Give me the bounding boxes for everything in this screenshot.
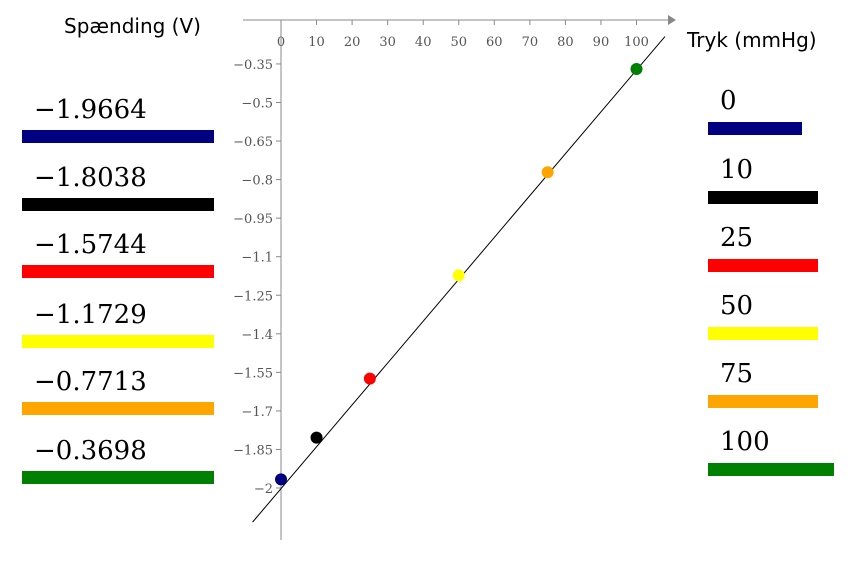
pressure-value: 0 — [720, 86, 737, 116]
data-point — [541, 166, 554, 179]
voltage-value: −1.5744 — [34, 230, 147, 260]
y-tick-label: −0.35 — [233, 58, 273, 73]
voltage-value: −0.7713 — [34, 367, 147, 397]
voltage-value: −1.1729 — [34, 300, 147, 330]
voltage-swatch — [22, 265, 214, 278]
x-tick-label: 90 — [593, 35, 610, 50]
pressure-swatch — [708, 395, 818, 408]
x-tick-label: 70 — [522, 35, 539, 50]
voltage-item: −0.7713 — [22, 367, 214, 415]
voltage-swatch — [22, 335, 214, 348]
x-axis-arrow — [668, 15, 676, 25]
pressure-value: 25 — [720, 223, 754, 253]
voltage-value: −1.9664 — [34, 95, 147, 125]
y-tick-label: −0.65 — [233, 135, 273, 150]
data-point — [630, 63, 643, 76]
data-point — [310, 431, 323, 444]
pressure-item: 100 — [708, 427, 834, 476]
x-tick-label: 80 — [557, 35, 574, 50]
points-group — [275, 63, 643, 486]
y-tick-label: −1.7 — [241, 405, 273, 420]
pressure-value: 100 — [720, 427, 770, 457]
x-tick-label: 10 — [308, 35, 325, 50]
pressure-swatch — [708, 259, 818, 272]
pressure-item: 75 — [708, 359, 818, 408]
y-tick-label: −0.5 — [241, 97, 273, 112]
data-point — [275, 473, 287, 486]
pressure-item: 10 — [708, 155, 818, 204]
y-tick-label: −2 — [254, 482, 273, 497]
voltage-swatch — [22, 471, 214, 484]
voltage-value: −1.8038 — [34, 163, 147, 193]
data-point — [363, 372, 376, 385]
x-tick-label: 20 — [344, 35, 361, 50]
voltage-swatch — [22, 198, 214, 211]
x-tick-label: 60 — [486, 35, 503, 50]
y-tick-label: −1.4 — [241, 328, 273, 343]
y-tick-label: −0.8 — [241, 174, 273, 189]
y-tick-label: −1.1 — [241, 251, 273, 266]
voltage-item: −1.5744 — [22, 230, 214, 278]
voltage-item: −0.3698 — [22, 436, 214, 484]
y-axis-title: Spænding (V) — [64, 14, 201, 38]
voltage-swatch — [22, 402, 214, 415]
pressure-value: 50 — [720, 291, 754, 321]
pressure-value: 10 — [720, 155, 754, 185]
y-tick-label: −1.85 — [233, 443, 273, 458]
y-tick-label: −1.55 — [233, 366, 273, 381]
pressure-swatch — [708, 122, 802, 135]
pressure-swatch — [708, 327, 818, 340]
voltage-item: −1.1729 — [22, 300, 214, 348]
x-tick-label: 40 — [415, 35, 432, 50]
axes: 0 10 20 30 40 50 60 70 80 90 100 −0.35 −0.5 −0.65 −0.8… — [233, 15, 676, 540]
pressure-item: 50 — [708, 291, 818, 340]
pressure-item: 0 — [708, 86, 802, 135]
x-tick-label: 30 — [379, 35, 396, 50]
pressure-swatch — [708, 191, 818, 204]
y-tick-label: −1.25 — [233, 289, 273, 304]
pressure-swatch — [708, 463, 834, 476]
pressure-value: 75 — [720, 359, 754, 389]
x-tick-label: 0 — [277, 35, 285, 50]
voltage-item: −1.8038 — [22, 163, 214, 211]
voltage-swatch — [22, 130, 214, 143]
x-tick-label: 50 — [450, 35, 467, 50]
voltage-value: −0.3698 — [34, 436, 147, 466]
data-point — [452, 269, 465, 282]
pressure-item: 25 — [708, 223, 818, 272]
y-tick-label: −0.95 — [233, 212, 273, 227]
voltage-item: −1.9664 — [22, 95, 214, 143]
x-tick-label: 100 — [624, 35, 649, 50]
x-axis-title: Tryk (mmHg) — [687, 28, 817, 52]
